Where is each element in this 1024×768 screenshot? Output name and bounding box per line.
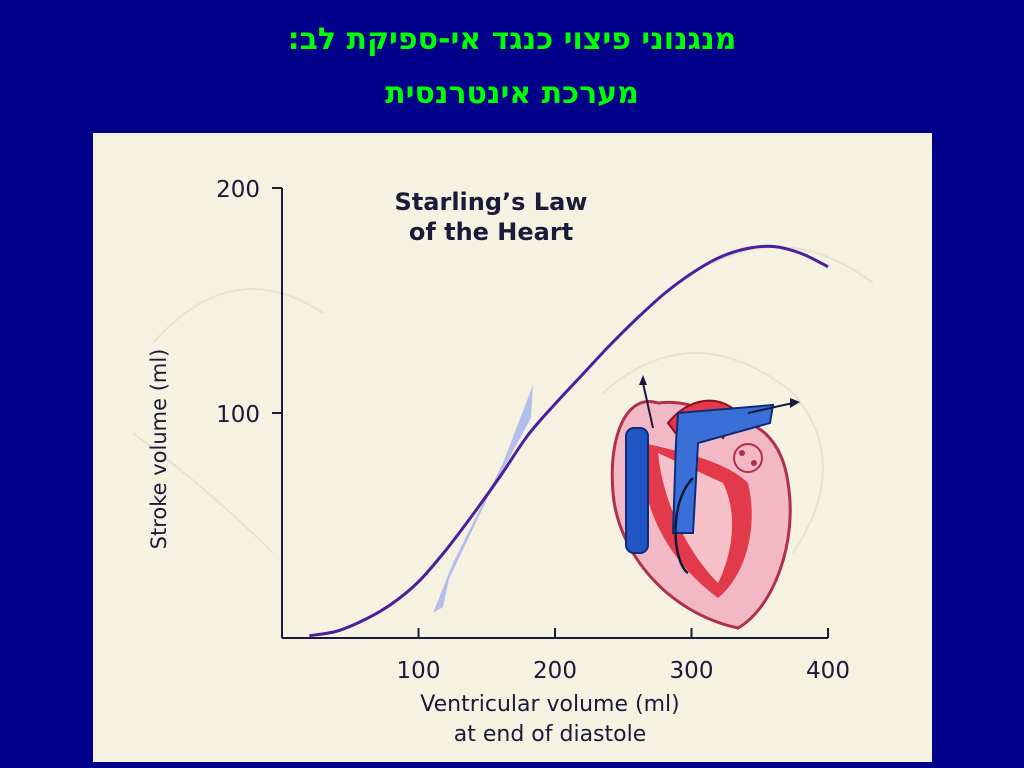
highlight-band: [433, 385, 533, 613]
heart-icon: [610, 375, 800, 630]
slide-title-line-2: מערכת אינטרנסית: [385, 76, 639, 111]
chart-title-line-1: Starling’s Law: [394, 188, 588, 216]
slide-title-line-1: מנגנוני פיצוי כנגד אי-ספיקת לב:: [287, 22, 737, 57]
x-axis-label: Ventricular volume (ml) at end of diasto…: [340, 690, 760, 750]
chart-figure: 100 200 300 400 100 200 Starling’s Law of the…: [93, 133, 932, 762]
y-tick-label: 100: [216, 402, 260, 428]
x-tick-label: 100: [397, 658, 441, 684]
x-tick-label: 200: [533, 658, 577, 684]
y-tick-label: 200: [216, 177, 260, 203]
chart-title-line-2: of the Heart: [408, 218, 574, 246]
chart-title: Starling’s Law of the Heart: [351, 187, 631, 247]
series-line: [309, 244, 829, 638]
x-axis-label-line-2: at end of diastole: [453, 722, 647, 747]
x-tick-label: 400: [806, 658, 850, 684]
chart-canvas: 100 200 300 400 100 200: [132, 177, 874, 684]
x-tick-label: 300: [670, 658, 714, 684]
x-axis-label-line-1: Ventricular volume (ml): [420, 692, 680, 717]
y-axis-label: Stroke volume (ml): [147, 348, 171, 550]
background-faint-figure: [132, 246, 874, 554]
